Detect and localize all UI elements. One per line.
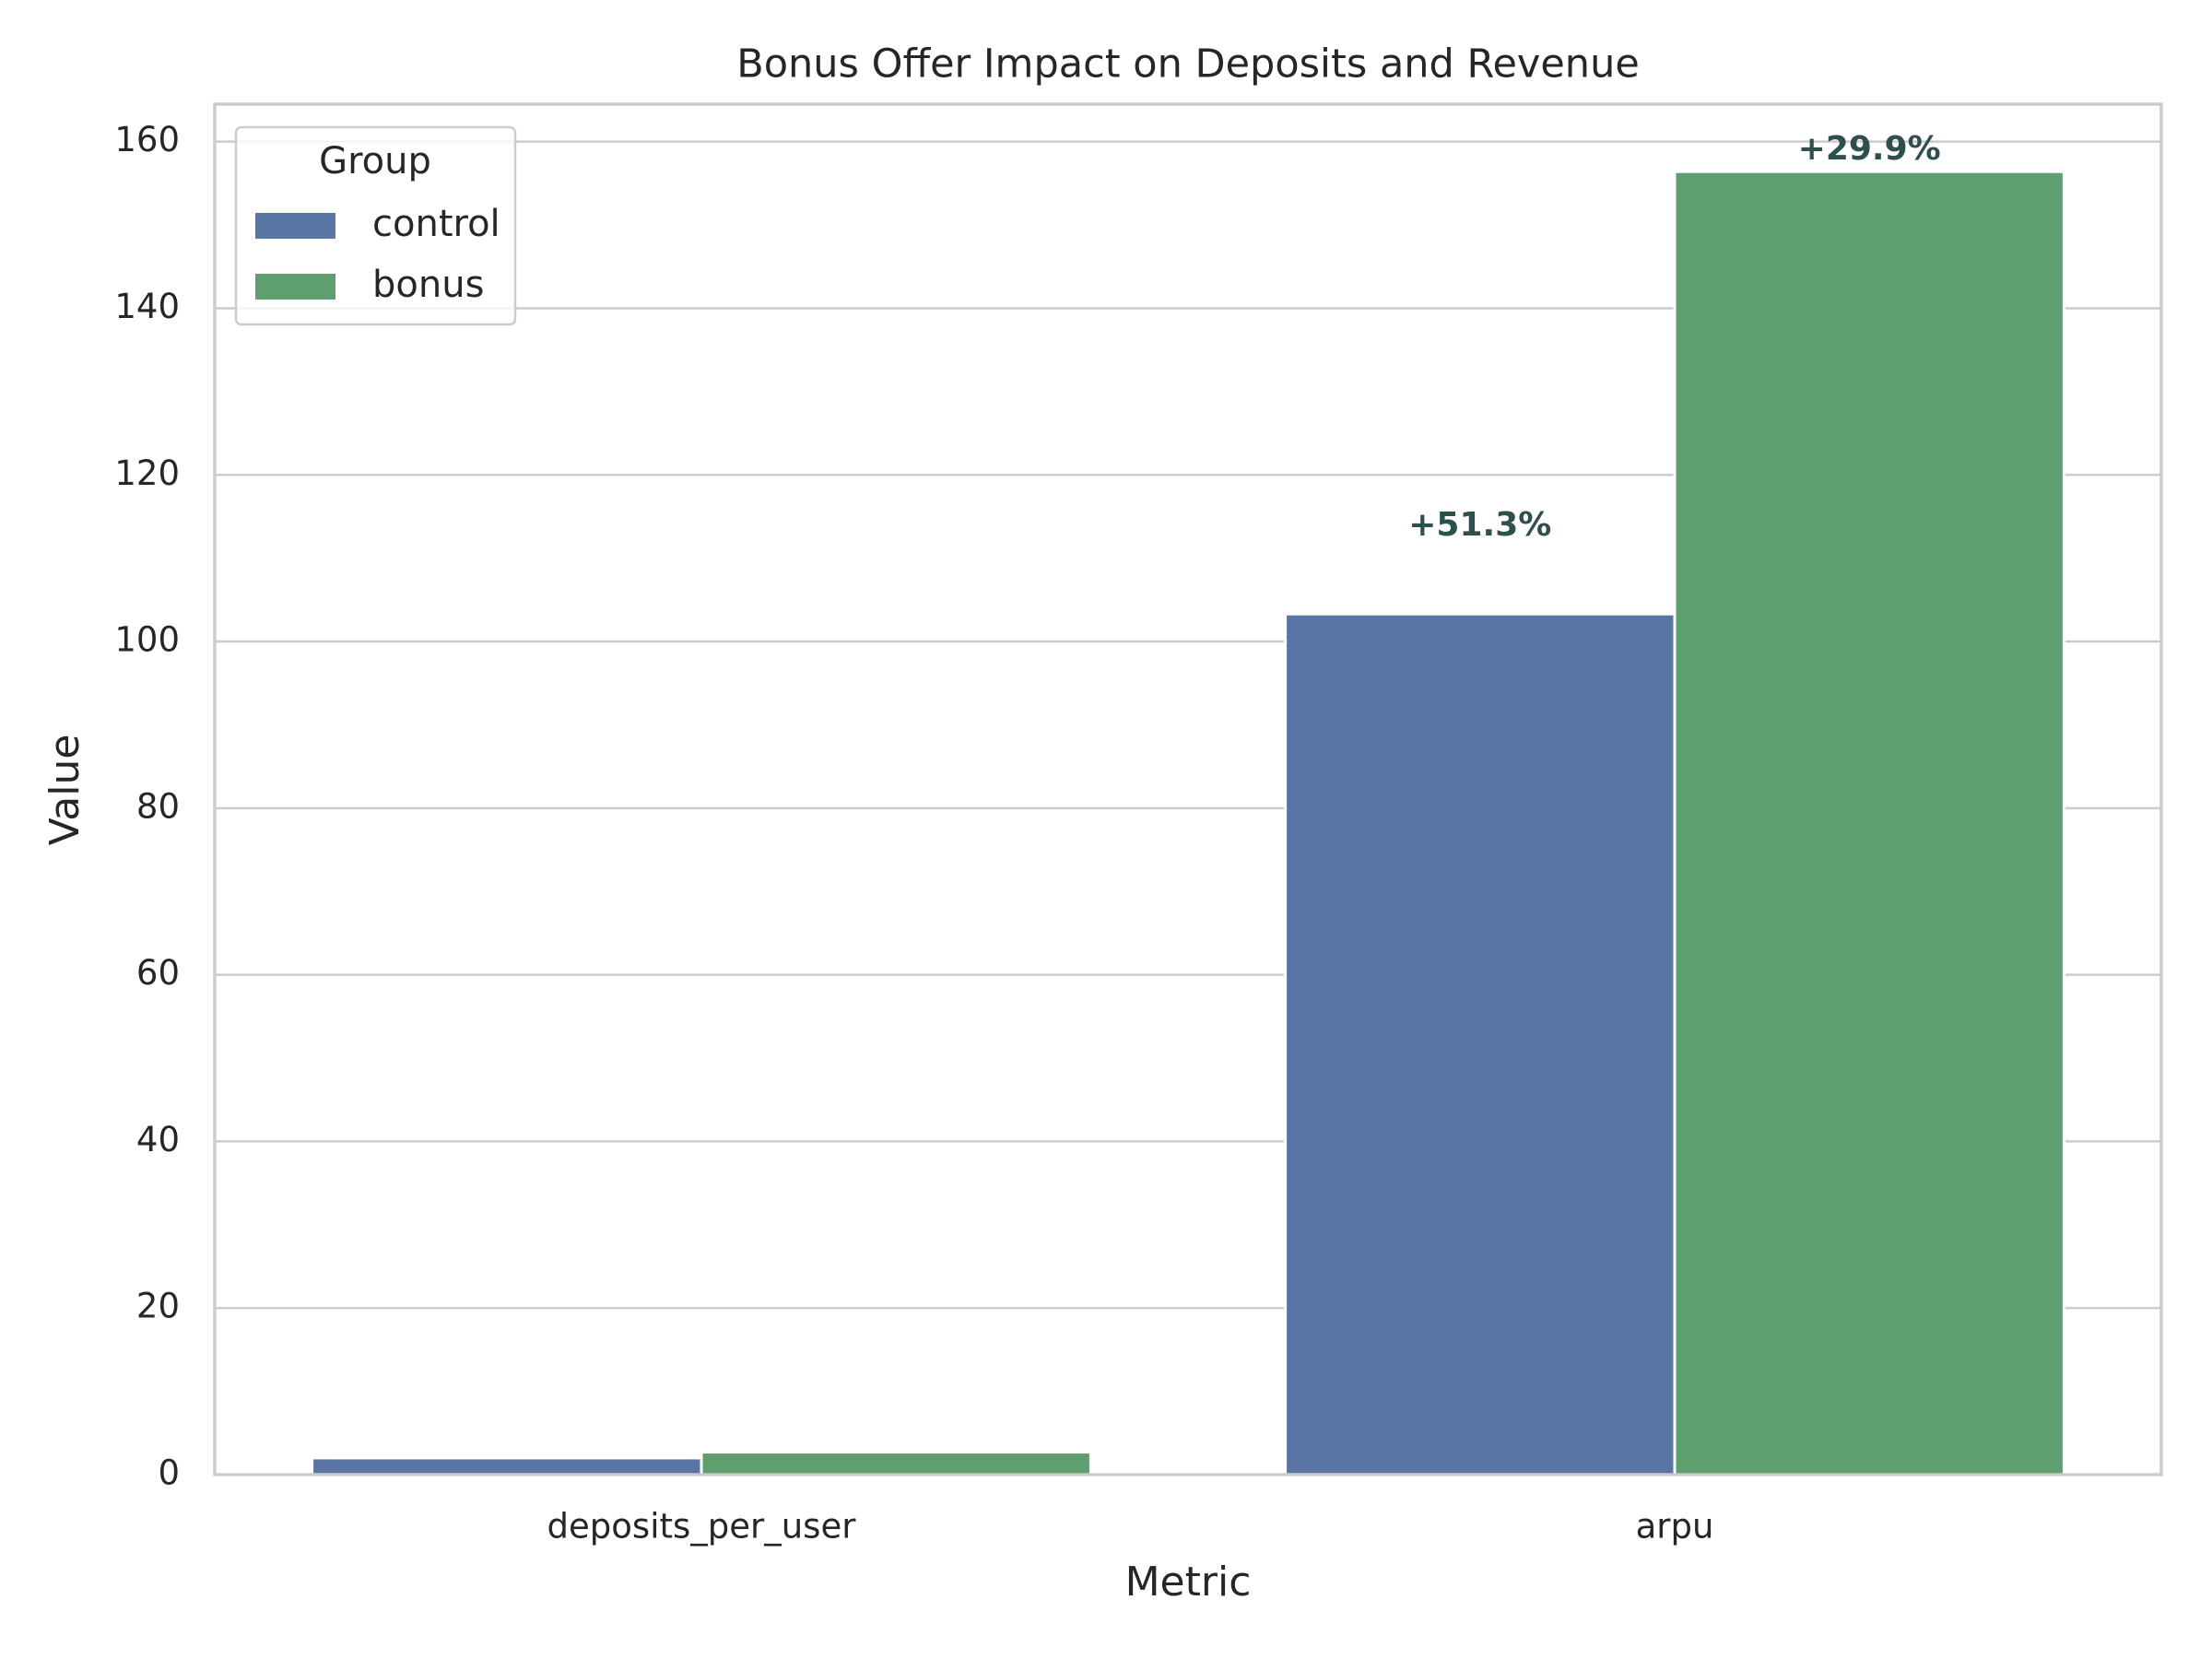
bar	[1284, 612, 1677, 1477]
x-tick-label: deposits_per_user	[547, 1507, 857, 1547]
x-axis-label: Metric	[1125, 1559, 1252, 1606]
axes-frame	[213, 102, 2163, 1477]
bar	[311, 1456, 703, 1477]
annotation: +51.3%	[1408, 506, 1551, 544]
y-tick-label: 20	[136, 1287, 180, 1326]
y-tick-label: 0	[158, 1453, 180, 1493]
legend-label: bonus	[372, 264, 484, 306]
bar	[1673, 170, 2065, 1477]
legend-swatch	[255, 274, 335, 300]
y-tick-label: 80	[136, 786, 180, 826]
legend-title: Group	[319, 140, 431, 182]
y-tick-label: 100	[114, 620, 180, 660]
annotation: +29.9%	[1798, 130, 1941, 168]
y-tick-label: 60	[136, 953, 180, 993]
legend-swatch	[255, 213, 335, 239]
y-tick-label: 140	[114, 287, 180, 326]
x-tick-label: arpu	[1636, 1507, 1714, 1547]
y-tick-label: 40	[136, 1120, 180, 1159]
bar	[700, 1451, 1092, 1477]
y-tick-label: 160	[114, 120, 180, 159]
legend-label: control	[372, 203, 500, 245]
y-tick-label: 120	[114, 453, 180, 493]
chart-title: Bonus Offer Impact on Deposits and Reven…	[736, 41, 1640, 88]
y-axis-label: Value	[41, 735, 88, 846]
